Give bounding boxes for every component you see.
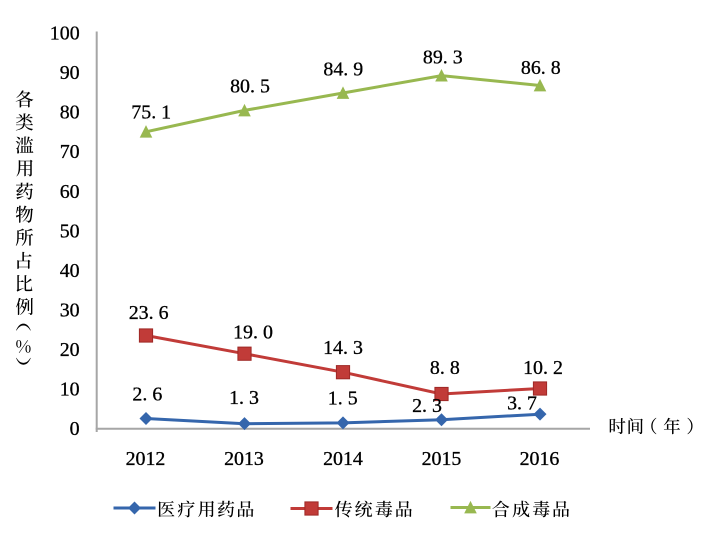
- svg-text:40: 40: [60, 260, 80, 282]
- svg-text:89.3: 89. 3: [423, 47, 463, 69]
- svg-text:84.9: 84. 9: [323, 59, 363, 81]
- svg-text:10: 10: [60, 379, 80, 401]
- svg-text:2012: 2012: [126, 448, 166, 470]
- svg-text:90: 90: [60, 62, 80, 84]
- svg-text:86.8: 86. 8: [521, 57, 561, 79]
- svg-text:2015: 2015: [422, 448, 462, 470]
- svg-text:2014: 2014: [323, 448, 363, 470]
- svg-text:50: 50: [60, 220, 80, 242]
- svg-text:2013: 2013: [224, 448, 264, 470]
- svg-text:8.8: 8. 8: [430, 357, 460, 379]
- svg-text:2.6: 2. 6: [132, 384, 162, 406]
- svg-text:60: 60: [60, 181, 80, 203]
- svg-text:19.0: 19. 0: [233, 322, 273, 344]
- svg-text:2.3: 2. 3: [412, 395, 442, 417]
- svg-text:2016: 2016: [520, 448, 560, 470]
- svg-text:100: 100: [50, 23, 80, 45]
- svg-text:1.3: 1. 3: [229, 387, 259, 409]
- svg-text:80: 80: [60, 102, 80, 124]
- svg-text:70: 70: [60, 141, 80, 163]
- svg-text:30: 30: [60, 299, 80, 321]
- svg-text:10.2: 10. 2: [523, 357, 563, 379]
- svg-text:3.7: 3. 7: [507, 393, 537, 415]
- svg-text:0: 0: [70, 418, 80, 440]
- svg-text:80.5: 80. 5: [230, 76, 270, 98]
- svg-text:1.5: 1. 5: [328, 388, 358, 410]
- svg-text:23.6: 23. 6: [129, 302, 169, 324]
- svg-text:75.1: 75. 1: [131, 102, 171, 124]
- svg-text:14.3: 14. 3: [323, 337, 363, 359]
- svg-text:20: 20: [60, 339, 80, 361]
